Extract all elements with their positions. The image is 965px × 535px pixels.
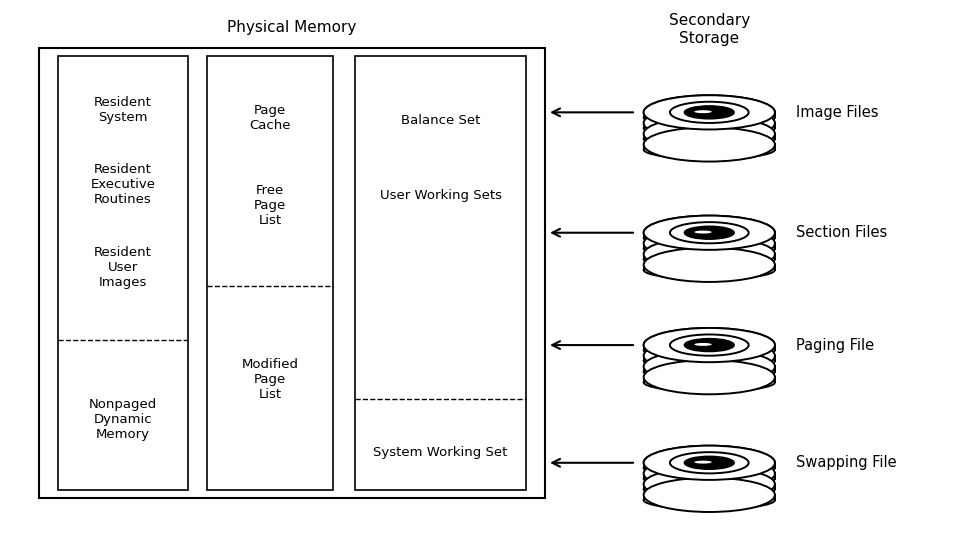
Text: Physical Memory: Physical Memory: [227, 20, 357, 35]
Ellipse shape: [644, 228, 775, 247]
Ellipse shape: [644, 106, 775, 140]
Polygon shape: [644, 254, 775, 259]
Polygon shape: [644, 484, 775, 490]
Ellipse shape: [644, 360, 775, 394]
Text: Image Files: Image Files: [796, 105, 878, 120]
Text: Secondary
Storage: Secondary Storage: [669, 13, 750, 46]
Polygon shape: [644, 243, 775, 249]
Bar: [355, 56, 526, 490]
Ellipse shape: [644, 458, 775, 477]
Ellipse shape: [644, 469, 775, 488]
Ellipse shape: [670, 452, 749, 473]
Text: Modified
Page
List: Modified Page List: [241, 358, 299, 401]
Ellipse shape: [644, 446, 775, 480]
Polygon shape: [644, 463, 775, 468]
Ellipse shape: [644, 480, 775, 499]
Text: System Working Set: System Working Set: [373, 446, 508, 458]
Polygon shape: [644, 265, 775, 270]
Ellipse shape: [644, 373, 775, 392]
Text: Resident
Executive
Routines: Resident Executive Routines: [91, 163, 155, 206]
Bar: [39, 48, 545, 498]
Ellipse shape: [644, 456, 775, 491]
Polygon shape: [644, 495, 775, 500]
Ellipse shape: [670, 102, 749, 123]
Ellipse shape: [644, 129, 775, 148]
Ellipse shape: [644, 478, 775, 512]
Ellipse shape: [644, 216, 775, 250]
Ellipse shape: [644, 491, 775, 509]
Ellipse shape: [644, 467, 775, 501]
Ellipse shape: [644, 108, 775, 127]
Text: Resident
User
Images: Resident User Images: [95, 246, 152, 289]
Ellipse shape: [644, 328, 775, 362]
Polygon shape: [644, 233, 775, 238]
Ellipse shape: [644, 261, 775, 279]
Ellipse shape: [644, 95, 775, 129]
Ellipse shape: [644, 95, 775, 129]
Polygon shape: [644, 356, 775, 361]
Polygon shape: [644, 144, 775, 150]
Ellipse shape: [684, 339, 734, 351]
Ellipse shape: [644, 349, 775, 384]
Text: Balance Set: Balance Set: [400, 114, 481, 127]
Polygon shape: [644, 345, 775, 350]
Ellipse shape: [694, 461, 712, 464]
Text: Swapping File: Swapping File: [796, 455, 896, 470]
Text: User Working Sets: User Working Sets: [379, 189, 502, 202]
Polygon shape: [644, 366, 775, 372]
Ellipse shape: [644, 226, 775, 261]
Polygon shape: [644, 473, 775, 479]
Polygon shape: [644, 123, 775, 128]
Polygon shape: [644, 134, 775, 139]
Ellipse shape: [644, 446, 775, 480]
Ellipse shape: [684, 226, 734, 239]
Ellipse shape: [670, 222, 749, 243]
Ellipse shape: [684, 456, 734, 469]
Polygon shape: [644, 377, 775, 383]
Polygon shape: [644, 112, 775, 118]
Ellipse shape: [644, 339, 775, 373]
Bar: [207, 56, 333, 490]
Ellipse shape: [644, 127, 775, 162]
Ellipse shape: [644, 341, 775, 360]
Ellipse shape: [684, 106, 734, 119]
Ellipse shape: [694, 343, 712, 346]
Ellipse shape: [644, 239, 775, 258]
Ellipse shape: [644, 248, 775, 282]
Text: Resident
System: Resident System: [95, 96, 152, 124]
Ellipse shape: [694, 231, 712, 234]
Ellipse shape: [644, 250, 775, 269]
Ellipse shape: [644, 216, 775, 250]
Ellipse shape: [644, 362, 775, 381]
Ellipse shape: [644, 140, 775, 159]
Ellipse shape: [644, 237, 775, 271]
Ellipse shape: [670, 334, 749, 356]
Text: Paging File: Paging File: [796, 338, 874, 353]
Bar: [58, 56, 188, 490]
Ellipse shape: [644, 328, 775, 362]
Ellipse shape: [644, 119, 775, 137]
Ellipse shape: [694, 110, 712, 113]
Ellipse shape: [644, 117, 775, 151]
Ellipse shape: [644, 351, 775, 370]
Text: Page
Cache: Page Cache: [249, 104, 291, 132]
Text: Section Files: Section Files: [796, 225, 888, 240]
Text: Free
Page
List: Free Page List: [254, 185, 287, 227]
Text: Nonpaged
Dynamic
Memory: Nonpaged Dynamic Memory: [89, 399, 157, 441]
